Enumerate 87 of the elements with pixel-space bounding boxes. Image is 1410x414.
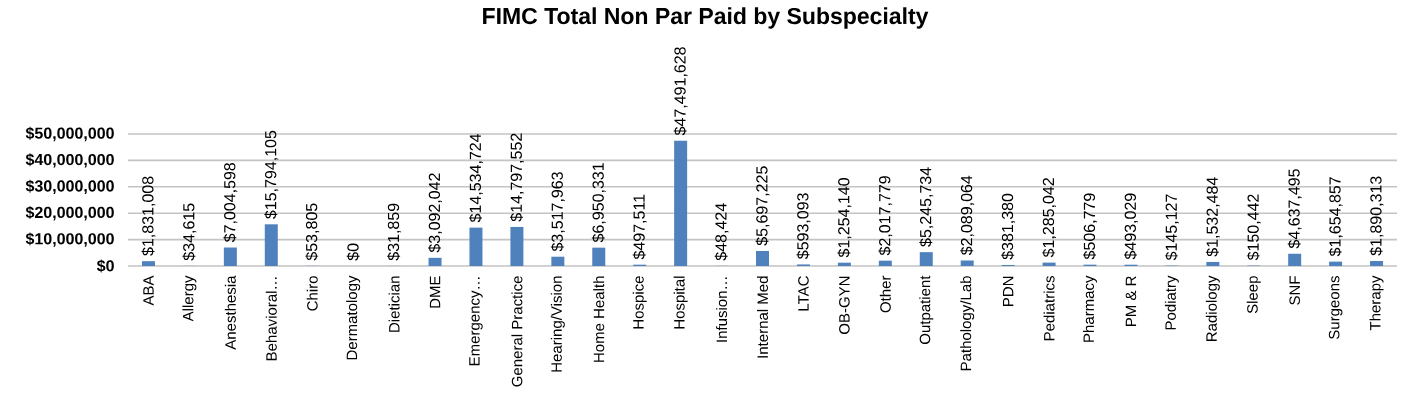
x-tick-label: Radiology	[1205, 275, 1220, 341]
data-label: $381,380	[1001, 193, 1016, 260]
bar	[510, 226, 524, 266]
data-label: $1,285,042	[1042, 178, 1057, 258]
bar	[141, 261, 155, 266]
bar	[264, 224, 278, 266]
data-label: $5,697,225	[755, 166, 770, 246]
data-label: $1,831,008	[141, 176, 156, 256]
x-tick-label: Podiatry	[1164, 275, 1179, 330]
x-tick-label: Dietician	[388, 276, 400, 332]
y-tick-label: $40,000,000	[25, 153, 114, 168]
bar	[223, 247, 237, 266]
data-label: $14,797,552	[509, 133, 524, 222]
x-tick-label: Infusion…	[716, 277, 728, 342]
y-tick-label: $50,000,000	[25, 126, 114, 142]
bar	[428, 257, 442, 266]
x-tick-label: Hospital	[673, 276, 688, 329]
y-tick-label: $20,000,000	[25, 206, 114, 221]
data-label: $150,442	[1246, 194, 1261, 261]
bar	[674, 140, 688, 266]
bar	[960, 260, 974, 266]
x-tick-label: DME	[429, 276, 441, 308]
x-tick-label: Dermatology	[346, 275, 361, 360]
data-label: $0	[346, 243, 360, 261]
data-label: $34,615	[182, 203, 197, 261]
bar	[1288, 253, 1302, 266]
data-label: $53,805	[305, 203, 320, 261]
data-label: $6,950,331	[591, 163, 606, 243]
x-tick-label: Behavioral…	[265, 277, 277, 361]
data-label: $506,779	[1083, 193, 1097, 260]
x-tick-label: Hospice	[632, 276, 647, 329]
data-label: $5,245,734	[919, 167, 934, 247]
data-label: $4,637,495	[1287, 169, 1302, 249]
data-label: $3,092,042	[428, 173, 442, 253]
x-tick-label: PM & R	[1125, 276, 1137, 326]
data-label: $497,511	[632, 194, 647, 260]
chart-title: FIMC Total Non Par Paid by Subspecialty	[483, 7, 929, 29]
x-tick-label: Sleep	[1246, 276, 1261, 314]
x-tick-label: Home Health	[593, 276, 605, 362]
data-label: $593,093	[796, 193, 811, 260]
data-label: $15,794,105	[264, 130, 279, 219]
x-tick-label: ABA	[143, 275, 154, 306]
bar	[1206, 261, 1220, 266]
data-label: $2,089,064	[960, 175, 975, 256]
x-tick-label: PDN	[1002, 276, 1014, 306]
x-tick-label: OB-GYN	[839, 276, 850, 334]
bar	[919, 252, 933, 266]
data-label: $48,424	[714, 203, 729, 261]
x-tick-label: Hearing/Vision	[550, 276, 565, 372]
bar	[1370, 261, 1384, 266]
data-label: $14,534,724	[469, 133, 483, 223]
x-tick-label: Surgeons	[1328, 276, 1343, 340]
x-tick-label: Pathology/Lab	[960, 276, 975, 371]
y-tick-label: $0	[96, 259, 114, 273]
data-label: $3,517,963	[550, 172, 565, 252]
bar	[878, 260, 892, 266]
x-tick-label: SNF	[1289, 276, 1300, 305]
data-label: $145,127	[1164, 194, 1179, 261]
x-tick-label: Outpatient	[919, 275, 934, 345]
bar	[469, 227, 483, 266]
data-label: $1,254,140	[837, 178, 852, 258]
bar	[551, 256, 565, 266]
bar	[1329, 261, 1343, 266]
x-tick-label: Internal Med	[757, 276, 769, 358]
x-tick-label: Allergy	[182, 275, 197, 322]
data-label: $7,004,598	[223, 162, 238, 243]
x-tick-label: LTAC	[798, 276, 809, 311]
y-tick-label: $10,000,000	[25, 232, 114, 247]
x-tick-label: Other	[879, 275, 891, 313]
data-label: $1,654,857	[1328, 177, 1343, 257]
data-label: $2,017,779	[878, 176, 893, 256]
x-tick-label: Therapy	[1369, 275, 1384, 331]
data-label: $493,029	[1123, 193, 1138, 260]
x-tick-label: Pediatrics	[1043, 276, 1055, 341]
x-tick-label: General Practice	[511, 276, 523, 387]
data-label: $1,890,313	[1369, 176, 1384, 256]
data-label: $1,532,484	[1205, 177, 1220, 257]
x-tick-label: Anesthesia	[224, 275, 236, 350]
bar	[592, 247, 606, 266]
data-label: $31,859	[387, 203, 402, 261]
x-tick-label: Pharmacy	[1083, 275, 1097, 342]
x-tick-label: Emergency…	[469, 277, 483, 366]
bar	[756, 250, 770, 266]
y-tick-label: $30,000,000	[25, 179, 114, 194]
x-tick-label: Chiro	[306, 276, 318, 311]
bar	[837, 262, 851, 266]
data-label: $47,491,628	[673, 47, 688, 136]
